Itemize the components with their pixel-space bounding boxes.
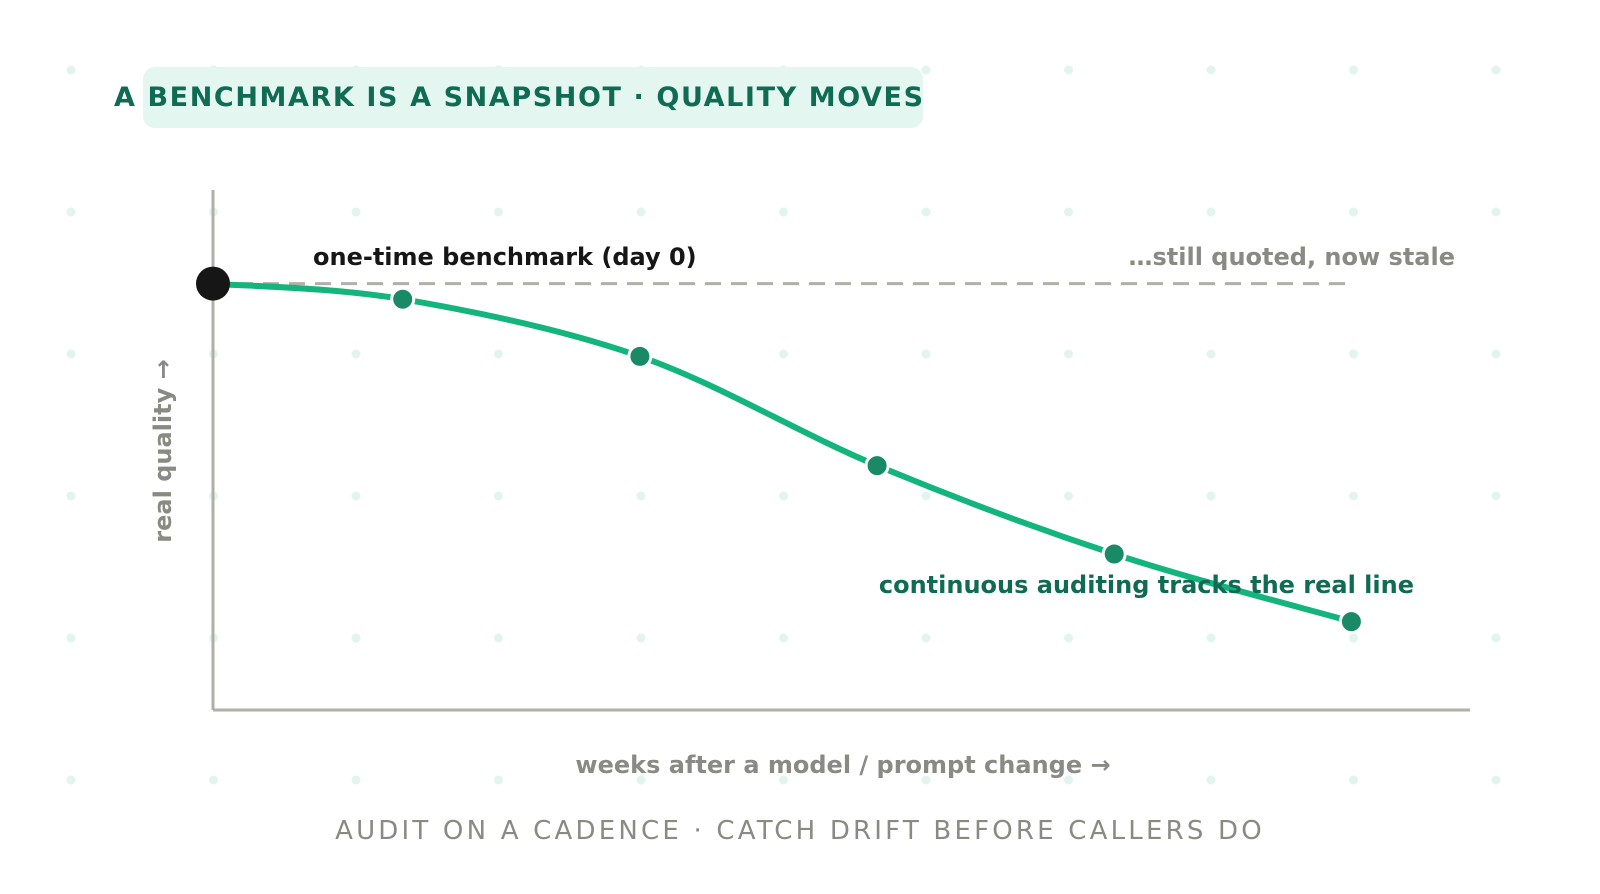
grid-dot: [1206, 207, 1216, 217]
audit-point: [864, 453, 890, 479]
grid-dot: [351, 207, 361, 217]
grid-dot: [494, 775, 503, 785]
grid-dot: [351, 349, 361, 359]
grid-dot: [1206, 65, 1216, 75]
grid-dot: [636, 491, 646, 501]
grid-dot: [1064, 775, 1073, 785]
grid-dot: [1491, 633, 1501, 643]
grid-dot: [494, 349, 503, 359]
grid-dot: [494, 633, 503, 643]
x-axis-label: weeks after a model / prompt change →: [575, 751, 1110, 779]
grid-dot: [1349, 775, 1358, 785]
grid-dot: [351, 633, 361, 643]
grid-dot: [1349, 65, 1358, 75]
grid-dot: [1206, 349, 1216, 359]
grid-dot: [1064, 633, 1073, 643]
grid-dot: [351, 775, 361, 785]
audit-point: [1338, 609, 1364, 635]
grid-dot: [66, 207, 76, 217]
grid-dot: [636, 633, 646, 643]
grid-dot: [779, 633, 788, 643]
grid-dot: [1491, 775, 1501, 785]
title-banner: [143, 67, 923, 128]
grid-dot: [494, 491, 503, 501]
grid-dot: [66, 349, 76, 359]
audit-point: [1101, 541, 1127, 567]
grid-dot: [66, 775, 76, 785]
grid-dot: [66, 491, 76, 501]
grid-dot: [1349, 633, 1358, 643]
grid-dot: [494, 207, 503, 217]
grid-dot: [209, 775, 218, 785]
grid-dot: [1064, 349, 1073, 359]
grid-dot: [1206, 775, 1216, 785]
auditing-label: continuous auditing tracks the real line: [879, 571, 1414, 599]
grid-dot: [66, 65, 76, 75]
grid-dot: [1064, 491, 1073, 501]
grid-dot: [66, 633, 76, 643]
grid-dot: [921, 207, 931, 217]
grid-dot: [1349, 207, 1358, 217]
grid-dot: [1491, 491, 1501, 501]
grid-dot: [351, 491, 361, 501]
grid-dot: [921, 349, 931, 359]
audit-points: [390, 286, 1364, 635]
footer-caption: AUDIT ON A CADENCE · CATCH DRIFT BEFORE …: [335, 816, 1265, 846]
stale-label: …still quoted, now stale: [1128, 243, 1455, 271]
grid-dot: [779, 207, 788, 217]
audit-point: [627, 343, 653, 369]
grid-dot: [1206, 491, 1216, 501]
grid-dot: [1349, 491, 1358, 501]
grid-dot: [921, 65, 931, 75]
grid-dot: [921, 775, 931, 785]
page-title: A BENCHMARK IS A SNAPSHOT · QUALITY MOVE…: [114, 82, 925, 113]
grid-dot: [636, 775, 646, 785]
grid-dot: [921, 491, 931, 501]
grid-dot: [779, 775, 788, 785]
grid-dot: [1491, 65, 1501, 75]
grid-dot: [1349, 349, 1358, 359]
grid-dot: [921, 633, 931, 643]
grid-dot: [1206, 633, 1216, 643]
y-axis-label: real quality →: [149, 359, 177, 542]
grid-dot: [636, 207, 646, 217]
benchmark-label: one-time benchmark (day 0): [313, 243, 697, 271]
grid-dot: [779, 491, 788, 501]
benchmark-point: [196, 266, 230, 301]
grid-dot: [1064, 207, 1073, 217]
grid-dot: [1064, 65, 1073, 75]
grid-dot: [779, 349, 788, 359]
audit-point: [390, 286, 416, 312]
grid-dot: [1491, 349, 1501, 359]
grid-dot: [1491, 207, 1501, 217]
